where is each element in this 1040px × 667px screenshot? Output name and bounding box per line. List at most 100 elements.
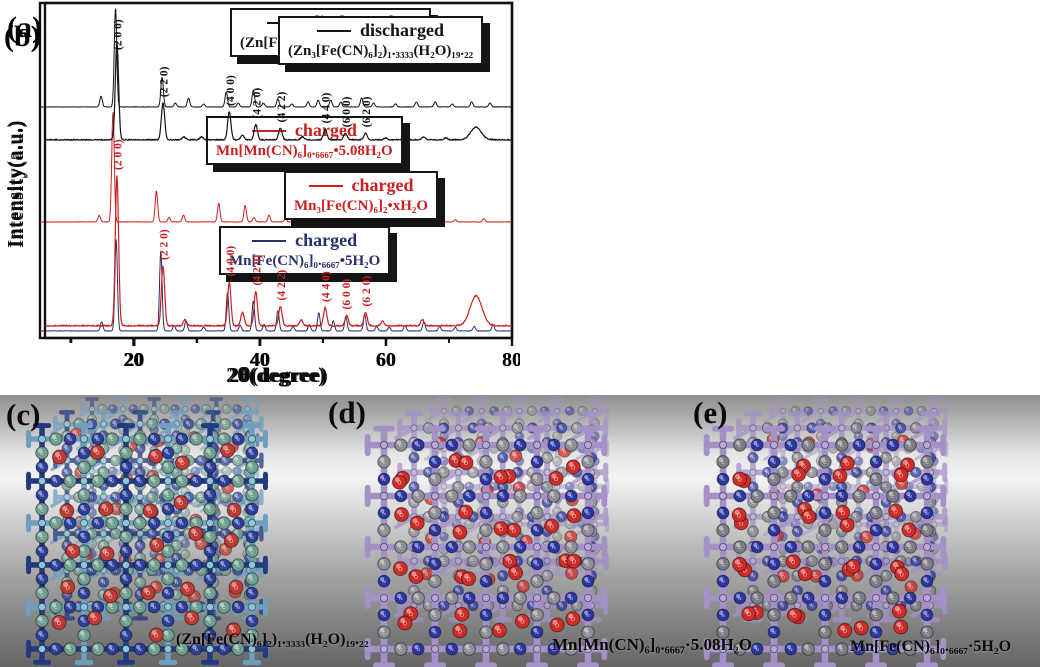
svg-text:O: O [508, 560, 512, 566]
svg-text:O: O [499, 476, 503, 482]
svg-text:C: C [840, 443, 844, 448]
svg-text:N: N [929, 485, 932, 490]
xrd-panel-b: 20 40 60 80 (2 0 0) (2 2 0) (4 0 0) (4 2 0) (4 2… [0, 0, 520, 395]
svg-text:N: N [163, 568, 166, 573]
svg-text:N: N [751, 485, 754, 490]
svg-text:N: N [810, 603, 813, 608]
svg-text:O: O [514, 571, 518, 577]
svg-text:N: N [166, 507, 169, 512]
svg-text:C: C [575, 603, 579, 608]
svg-text:N: N [891, 443, 894, 448]
svg-text:C: C [222, 605, 226, 610]
svg-text:N: N [484, 579, 487, 584]
svg-text:N: N [823, 613, 826, 618]
svg-text:N: N [756, 647, 759, 652]
svg-text:C: C [382, 562, 386, 567]
svg-text:O: O [105, 552, 109, 558]
svg-text:N: N [175, 556, 178, 561]
legend-b-discharged: discharged (Zn₃[Fe(CN)₆]₂)₁.₃₃₃₃(H₂O)₁₉.… [278, 16, 484, 66]
svg-text:N: N [874, 528, 877, 533]
svg-text:O: O [803, 572, 807, 578]
svg-text:N: N [250, 451, 253, 456]
svg-text:N: N [151, 531, 154, 536]
svg-text:C: C [250, 465, 254, 470]
svg-text:O: O [226, 449, 230, 455]
svg-text:N: N [570, 494, 573, 499]
svg-text:O: O [900, 572, 904, 578]
svg-text:O: O [199, 542, 203, 547]
svg-text:C: C [796, 574, 800, 579]
svg-text:C: C [54, 605, 58, 610]
svg-text:N: N [781, 603, 784, 608]
svg-text:N: N [187, 495, 190, 500]
svg-text:C: C [138, 437, 142, 442]
svg-text:O: O [909, 585, 913, 590]
svg-text:O: O [797, 473, 801, 479]
svg-text:C: C [925, 460, 929, 465]
svg-text:N: N [925, 613, 928, 618]
svg-text:N: N [166, 591, 169, 596]
svg-text:C: C [467, 443, 471, 448]
svg-text:C: C [855, 515, 859, 520]
svg-text:C: C [721, 528, 725, 533]
svg-text:C: C [175, 446, 179, 451]
svg-text:C: C [412, 529, 416, 534]
svg-text:C: C [766, 603, 770, 608]
svg-text:N: N [208, 577, 211, 582]
svg-text:N: N [501, 456, 504, 461]
svg-text:C: C [751, 589, 755, 594]
legend-formula: Mn[Mn(CN)₆]₀.₆₆₆₇•5.08H₂O [216, 142, 393, 159]
svg-text:O: O [114, 507, 118, 512]
legend-label: charged [351, 175, 414, 195]
svg-text:C: C [399, 647, 403, 652]
svg-text:N: N [427, 559, 430, 564]
svg-text:N: N [433, 562, 436, 567]
svg-text:C: C [138, 605, 142, 610]
svg-text:C: C [124, 619, 128, 624]
svg-text:N: N [914, 470, 917, 475]
svg-text:C: C [90, 532, 94, 537]
svg-text:N: N [823, 511, 826, 516]
svg-text:N: N [858, 647, 861, 652]
legend-label: charged [295, 230, 358, 250]
crystal-structure-c: CNCNCNCNCNCNCNCNCNCNCNCNCNCNCNCNCNCNCNCN… [25, 397, 269, 666]
svg-text:O: O [129, 444, 133, 449]
miller-index-label: (2 2 0) [159, 66, 171, 97]
svg-text:N: N [187, 422, 190, 427]
svg-text:N: N [721, 511, 724, 516]
svg-text:C: C [77, 568, 81, 573]
svg-text:N: N [552, 545, 555, 550]
svg-text:N: N [450, 545, 453, 550]
svg-text:N: N [914, 559, 917, 564]
svg-text:N: N [891, 545, 894, 550]
svg-text:O: O [855, 573, 859, 578]
legend-entry: charged [229, 230, 380, 252]
svg-text:N: N [54, 563, 57, 568]
svg-text:O: O [226, 486, 230, 491]
x-axis-label-b: 2θ(degree) [228, 363, 329, 387]
svg-text:C: C [569, 647, 573, 652]
line-sample-icon [252, 239, 287, 242]
svg-text:C: C [138, 507, 142, 512]
svg-text:O: O [93, 616, 97, 622]
svg-text:N: N [772, 528, 775, 533]
svg-text:N: N [82, 619, 85, 624]
svg-text:C: C [152, 563, 156, 568]
svg-text:O: O [231, 628, 235, 634]
svg-text:N: N [789, 647, 792, 652]
svg-text:N: N [925, 477, 928, 482]
svg-text:N: N [166, 535, 169, 540]
svg-text:N: N [586, 579, 589, 584]
svg-text:N: N [82, 507, 85, 512]
svg-text:O: O [71, 550, 75, 556]
miller-index-label: (4 4 0) [321, 93, 333, 124]
charts-section: 20 40 60 80 (a) Intensity(a.u.) 2θ(degree) … [0, 0, 520, 395]
svg-text:O: O [838, 474, 842, 480]
svg-text:C: C [40, 507, 44, 512]
svg-text:N: N [224, 531, 227, 536]
svg-text:C: C [208, 507, 212, 512]
legend-formula: Mn[Fe(CN)₆]₀.₆₆₆₇•5H₂O [229, 252, 381, 269]
line-sample-icon [251, 129, 286, 132]
svg-text:O: O [190, 616, 194, 622]
